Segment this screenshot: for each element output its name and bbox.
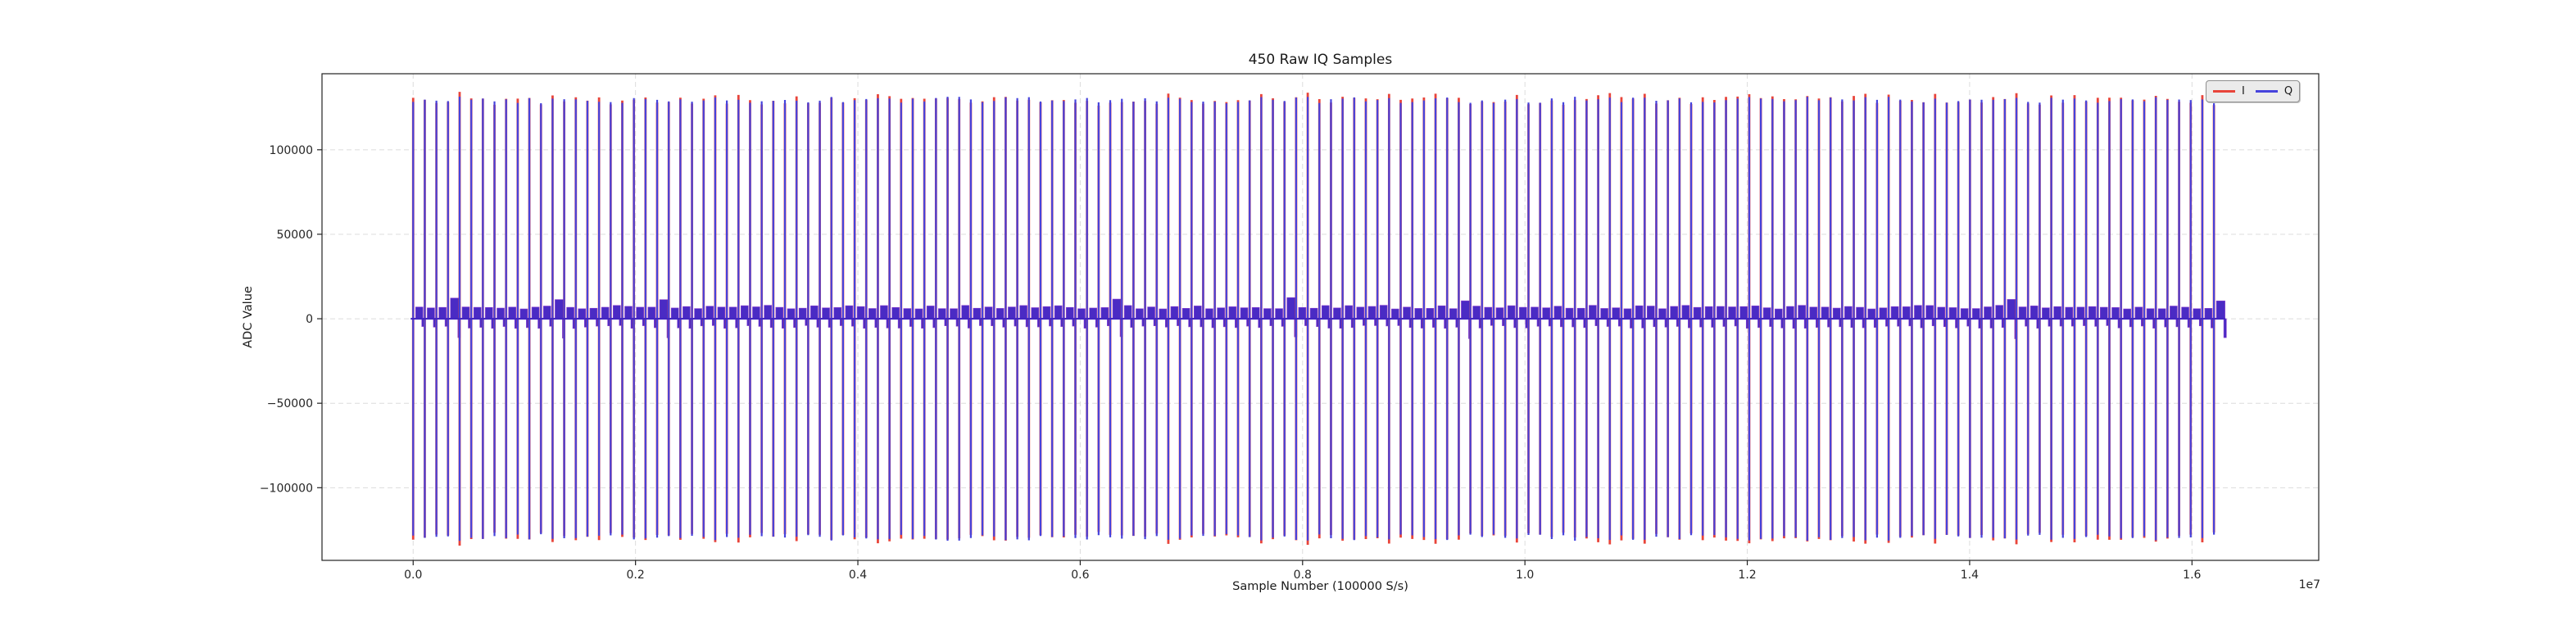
legend: I Q	[2206, 80, 2301, 102]
y-tick-label: 0	[306, 313, 313, 326]
x-tick-label: 0.6	[1071, 569, 1089, 582]
x-ticks: 0.0 0.2 0.4 0.6 0.8 1.0 1.2 1.4 1.6	[404, 560, 2202, 582]
y-ticks: −100000 −50000 0 50000 100000	[260, 144, 322, 495]
y-axis-label: ADC Value	[242, 286, 255, 348]
q-series-line-icon	[2255, 90, 2278, 93]
chart-title: 450 Raw IQ Samples	[1248, 52, 1393, 68]
x-tick-label: 1.0	[1516, 569, 1534, 582]
legend-entry-i: I	[2213, 85, 2245, 97]
x-tick-label: 0.4	[849, 569, 867, 582]
x-tick-label: 1.6	[2183, 569, 2201, 582]
legend-label-q: Q	[2283, 85, 2293, 97]
x-tick-label: 0.2	[627, 569, 645, 582]
y-tick-label: −50000	[267, 397, 313, 410]
x-tick-label: 0.8	[1294, 569, 1312, 582]
i-series-line-icon	[2213, 90, 2235, 93]
x-tick-label: 1.4	[1961, 569, 1979, 582]
legend-entry-q: Q	[2255, 85, 2293, 97]
y-tick-label: 100000	[270, 144, 313, 157]
x-tick-label: 0.0	[404, 569, 422, 582]
y-tick-label: 50000	[276, 229, 313, 242]
x-axis-label: Sample Number (100000 S/s)	[1232, 580, 1408, 593]
axes-spines	[321, 73, 2320, 561]
x-axis-offset-label: 1e7	[2298, 578, 2320, 591]
y-tick-label: −100000	[260, 482, 313, 495]
legend-label-i: I	[2242, 85, 2245, 97]
burst-envelope	[415, 297, 2227, 339]
x-tick-label: 1.2	[1738, 569, 1756, 582]
